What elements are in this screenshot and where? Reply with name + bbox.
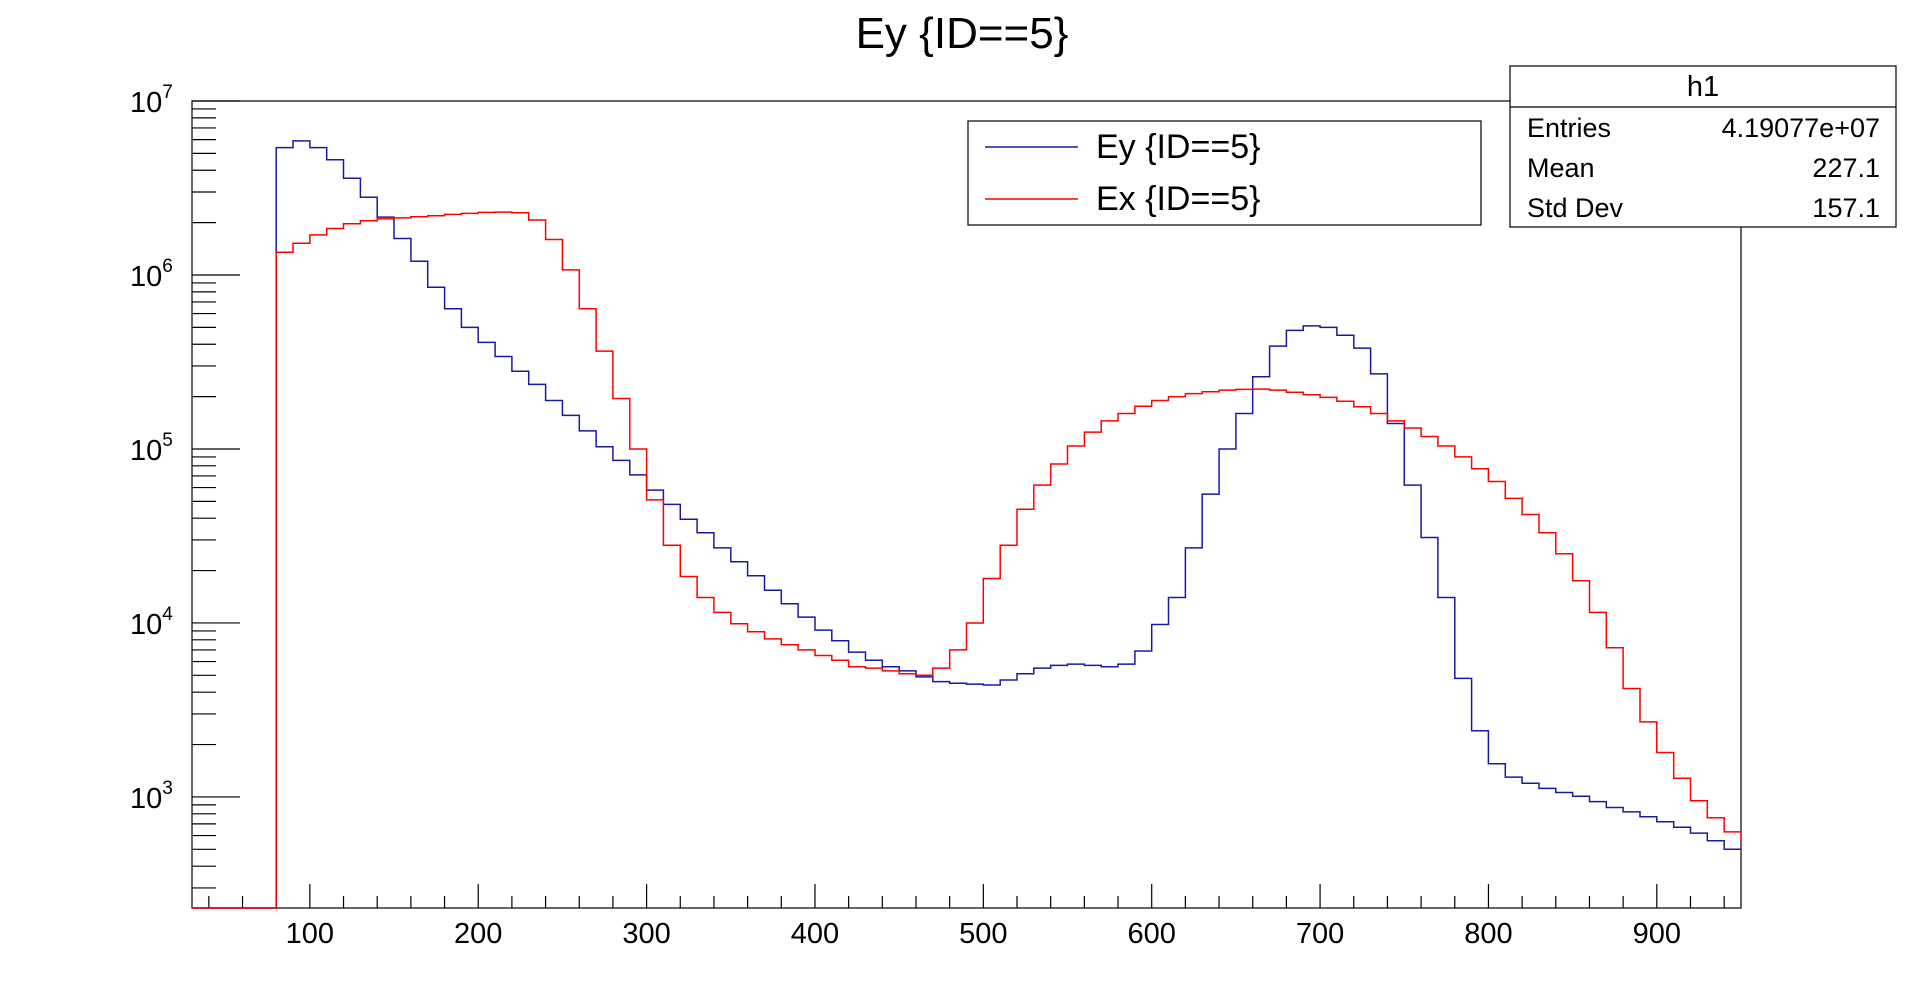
legend: Ey {ID==5} Ex {ID==5} [967, 120, 1482, 226]
x-tick-label: 800 [1464, 918, 1512, 950]
x-tick-label: 400 [791, 918, 839, 950]
y-tick-label: 104 [130, 604, 173, 641]
x-tick-label: 700 [1296, 918, 1344, 950]
x-axis: 100 200 300 400 500 600 700 800 900 [208, 884, 1725, 950]
y-tick-label: 106 [130, 256, 173, 293]
stats-value-entries: 4.19077e+07 [1722, 113, 1880, 143]
stats-box: h1 Entries 4.19077e+07 Mean 227.1 Std De… [1509, 65, 1897, 228]
y-axis: 103 104 105 106 107 [130, 82, 240, 889]
stats-box-frame [1509, 65, 1897, 228]
y-tick-label: 103 [130, 778, 173, 815]
stats-value-stddev: 157.1 [1812, 193, 1880, 223]
x-tick-label: 900 [1633, 918, 1681, 950]
chart-title: Ey {ID==5} [856, 9, 1069, 58]
y-tick-label: 105 [130, 430, 173, 467]
series-line-ey [192, 140, 1741, 909]
stats-title: h1 [1687, 71, 1719, 103]
y-tick-label: 107 [130, 82, 173, 119]
stats-value-mean: 227.1 [1812, 153, 1880, 183]
x-tick-label: 500 [959, 918, 1007, 950]
stats-label-entries: Entries [1527, 113, 1611, 143]
x-tick-label: 600 [1128, 918, 1176, 950]
plot-frame [191, 100, 1742, 909]
x-tick-label: 200 [454, 918, 502, 950]
series-line-ex [192, 211, 1742, 909]
x-tick-label: 300 [622, 918, 670, 950]
legend-label-ey: Ey {ID==5} [1096, 128, 1260, 166]
stats-label-stddev: Std Dev [1527, 193, 1624, 223]
series-layer [192, 140, 1742, 909]
x-tick-label: 100 [286, 918, 334, 950]
stats-label-mean: Mean [1527, 153, 1595, 183]
legend-label-ex: Ex {ID==5} [1096, 180, 1260, 218]
legend-box [967, 120, 1482, 226]
